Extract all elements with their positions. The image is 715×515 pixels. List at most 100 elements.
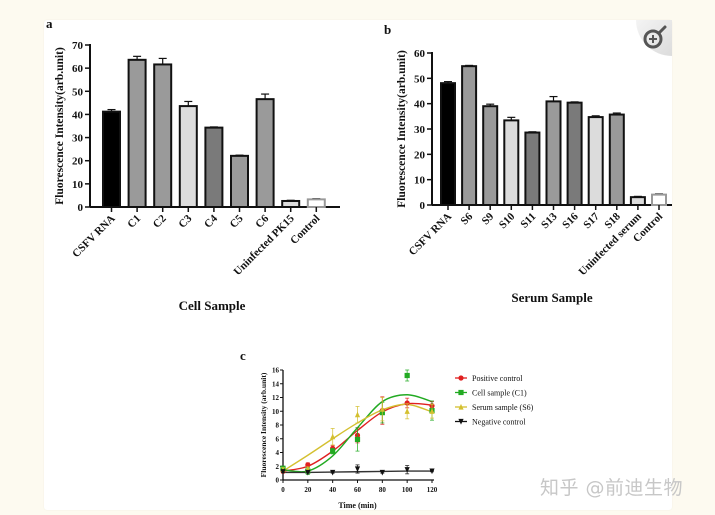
data-point [305,462,311,468]
x-axis-label: Time (min) [338,501,377,510]
y-tick-label: 0 [420,200,426,212]
bar-uninfected-pk15 [281,199,301,209]
x-tick-label: 40 [329,486,337,494]
legend: Positive control Cell sample (C1) Serum sa… [455,374,534,427]
series-negative-control [280,464,435,476]
watermark: 知乎 @前迪生物 [540,477,684,499]
data-point [305,469,311,476]
x-tick-label: 120 [427,486,438,494]
data-point [429,468,435,475]
bar-c2 [153,63,173,208]
y-tick-label: 20 [72,156,84,168]
bar-csfv-rna [102,110,121,208]
data-point [280,469,286,475]
y-tick-label: 12 [272,394,280,402]
data-point [404,372,410,379]
x-tick-label: S11 [518,211,538,231]
x-tick-label: S9 [480,210,497,227]
y-tick-label: 2 [276,463,280,471]
legend-marker [458,375,464,381]
y-tick-label: 20 [414,149,426,161]
bar-s11 [524,131,541,206]
bar-uninfected-serum [629,196,646,207]
y-tick-label: 60 [414,48,426,60]
bar-chart-b: b 0 10 20 30 40 50 60 Fluorescence Intensity(arb… [384,22,672,305]
y-tick-label: 30 [72,133,84,145]
bar-control [651,193,667,206]
y-tick-label: 0 [276,477,280,485]
x-tick-label: S16 [560,210,581,231]
y-axis-label: Fluorescence Intensity (arb.unit) [259,372,268,477]
data-point [354,466,361,473]
legend-item: Cell sample (C1) [455,389,527,398]
x-tick-label: 100 [402,486,413,494]
x-tick-label: 20 [304,486,312,494]
y-tick-label: 4 [276,449,280,457]
panel-label: b [384,22,391,37]
legend-marker [458,403,464,410]
y-tick-label: 6 [276,435,280,443]
y-tick-label: 50 [414,73,426,85]
x-axis-label: Cell Sample [179,298,246,313]
bar-c5 [230,154,249,208]
data-point [354,411,361,418]
x-tick-label: CSFV RNA [407,211,454,258]
legend-label: Cell sample (C1) [472,389,527,398]
x-tick-label: C2 [151,212,169,230]
bar-chart-a: a 0 10 20 30 40 50 60 70 Fluorescence Intensity(a… [46,16,340,313]
bar-c1 [127,58,147,208]
x-tick-label: S13 [539,210,560,231]
y-tick-label: 16 [272,367,280,375]
x-tick-label: C5 [228,212,246,230]
legend-item: Serum sample (S6) [455,403,534,412]
y-tick-label: 10 [272,408,280,416]
x-tick-label: C3 [176,212,194,230]
x-tick-label: 60 [354,486,362,494]
panel-label: c [240,348,246,363]
bar-s17 [587,116,604,206]
legend-item: Negative control [455,418,526,427]
legend-item: Positive control [455,374,523,383]
y-tick-label: 30 [414,124,426,136]
data-point [404,400,410,406]
bar-c6 [255,98,275,208]
y-tick-label: 50 [72,86,84,98]
y-tick-label: 10 [414,175,426,187]
bar-s9 [482,105,499,206]
legend-label: Serum sample (S6) [472,403,534,412]
y-tick-label: 40 [72,109,84,121]
bar-c4 [204,126,224,208]
x-tick-label: 80 [379,486,387,494]
y-tick-label: 40 [414,99,426,111]
y-tick-label: 8 [276,422,280,430]
zoom-in-icon [643,25,667,49]
y-axis-label: Fluorescence Intensity(arb.unit) [396,50,408,208]
data-point [330,448,336,454]
line-chart-c: c 0 2 4 6 8 10 12 14 16 0 20 40 60 80 100 120 Time (min) F… [240,348,534,510]
panel-label: a [46,16,53,31]
legend-marker [458,389,464,396]
legend-label: Negative control [472,418,526,427]
x-tick-label: S17 [581,210,602,231]
x-tick-label: CSFV RNA [70,213,117,260]
bar-c3 [178,105,198,208]
x-axis-label: Serum Sample [511,290,592,305]
bar-control [306,198,326,208]
y-axis-label: Fluorescence Intensity(arb.unit) [54,47,66,205]
legend-label: Positive control [472,374,523,383]
x-tick-label: S10 [497,210,518,231]
bar-s16 [566,101,583,206]
bar-s10 [503,119,520,206]
data-point [330,433,336,440]
x-tick-label: C4 [202,212,220,230]
bar-s6 [461,65,478,206]
x-tick-label: S6 [459,210,476,227]
data-point [404,467,410,473]
y-tick-label: 10 [72,179,84,191]
y-tick-label: 14 [272,380,280,388]
zoom-in-button[interactable] [636,20,672,56]
data-point [379,469,385,476]
bar-s13 [545,100,562,206]
data-point [354,436,361,443]
